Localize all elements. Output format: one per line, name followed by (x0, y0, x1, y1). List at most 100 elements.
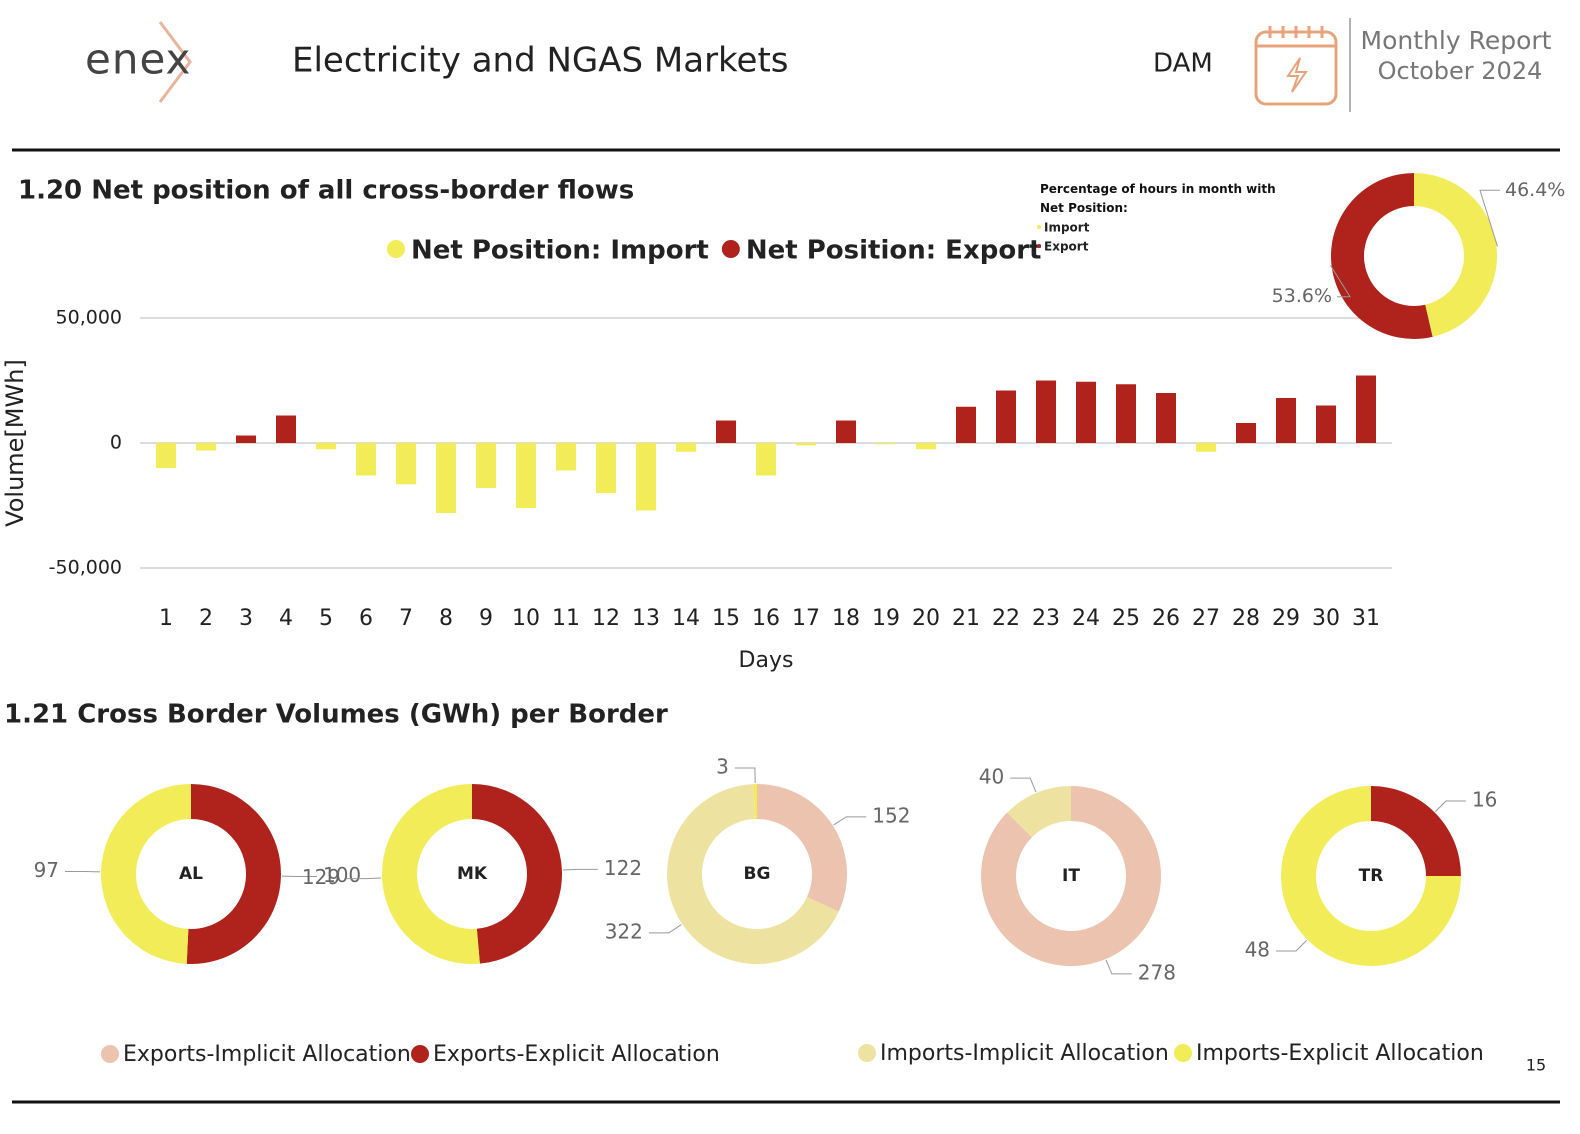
bar (236, 435, 256, 443)
bar (556, 443, 576, 471)
x-tick-label: 16 (752, 606, 780, 631)
bar (1316, 405, 1336, 443)
bar (316, 443, 336, 450)
donut-segment (100, 784, 191, 964)
data-label: 3 (716, 755, 729, 779)
donut-segment (1414, 173, 1497, 337)
donut-segment (753, 784, 757, 820)
y-tick-label: 0 (110, 432, 122, 454)
bar (1356, 375, 1376, 443)
leader-line (833, 816, 867, 826)
leader-line (648, 924, 682, 934)
logo: enex (85, 35, 191, 84)
x-tick-label: 10 (512, 606, 540, 631)
x-tick-label: 25 (1112, 606, 1140, 631)
data-label: 122 (604, 856, 642, 880)
x-axis-title: Days (739, 648, 794, 673)
donut-segment (757, 784, 847, 912)
x-tick-label: 20 (912, 606, 940, 631)
section-title: 1.21 Cross Border Volumes (GWh) per Bord… (4, 700, 668, 730)
donut-label: MK (457, 864, 488, 884)
x-tick-label: 23 (1032, 606, 1060, 631)
bar (716, 420, 736, 443)
x-tick-label: 3 (239, 606, 253, 631)
leader-line (562, 868, 598, 871)
x-tick-label: 15 (712, 606, 740, 631)
data-label: 97 (34, 858, 59, 882)
bar (1116, 384, 1136, 443)
bar (1036, 380, 1056, 443)
legend-marker (858, 1044, 876, 1062)
donut-label: AL (179, 864, 203, 884)
donut-segment (1281, 786, 1461, 966)
y-axis-title: Volume[MWh] (1, 359, 29, 527)
bar (956, 406, 976, 443)
bar (1276, 398, 1296, 443)
legend-marker (1037, 225, 1041, 229)
x-tick-label: 8 (439, 606, 453, 631)
bar (396, 443, 416, 485)
legend-label: Net Position: Export (746, 236, 1042, 266)
page-title: Electricity and NGAS Markets (292, 41, 789, 81)
donut-label: IT (1062, 866, 1080, 886)
leader-line (1105, 959, 1132, 975)
x-tick-label: 1 (159, 606, 173, 631)
x-tick-label: 30 (1312, 606, 1340, 631)
data-label: 100 (323, 863, 361, 887)
x-tick-label: 5 (319, 606, 333, 631)
x-tick-label: 7 (399, 606, 413, 631)
bar (436, 443, 456, 513)
x-tick-label: 27 (1192, 606, 1220, 631)
x-tick-label: 24 (1072, 606, 1100, 631)
legend-label: Import (1044, 221, 1090, 235)
leader-line (734, 767, 756, 784)
data-label: 48 (1245, 937, 1270, 961)
bar (836, 420, 856, 443)
legend-marker (387, 240, 405, 258)
donut-segment (186, 784, 281, 964)
legend-label: Imports-Explicit Allocation (1196, 1041, 1484, 1066)
leader-line (1330, 265, 1351, 298)
bar (476, 443, 496, 488)
x-tick-label: 19 (872, 606, 900, 631)
logo-chevron (158, 21, 192, 103)
donut-label: BG (744, 864, 771, 884)
data-label: 152 (872, 803, 910, 827)
donut-segment (472, 784, 562, 964)
x-tick-label: 18 (832, 606, 860, 631)
legend-marker (411, 1045, 429, 1063)
x-tick-label: 29 (1272, 606, 1300, 631)
data-label: 322 (605, 919, 643, 943)
report-period: October 2024 (1378, 57, 1543, 85)
bar (356, 443, 376, 476)
x-tick-label: 21 (952, 606, 980, 631)
bar (796, 443, 816, 446)
data-label: 46.4% (1505, 179, 1565, 201)
bar (156, 443, 176, 468)
x-tick-label: 31 (1352, 606, 1380, 631)
data-label: 53.6% (1272, 285, 1332, 307)
bar (276, 415, 296, 443)
bar (1076, 381, 1096, 443)
donut-segment (1331, 173, 1433, 339)
y-tick-label: 50,000 (56, 307, 122, 329)
donut-segment (1007, 786, 1071, 838)
leader-line (1479, 189, 1500, 247)
legend-marker (721, 240, 740, 258)
x-tick-label: 22 (992, 606, 1020, 631)
bar (756, 443, 776, 476)
bar (196, 443, 216, 451)
legend-marker (1174, 1044, 1192, 1062)
bar (996, 390, 1016, 443)
x-tick-label: 14 (672, 606, 700, 631)
bar (1196, 443, 1216, 452)
legend-label: Exports-Explicit Allocation (433, 1042, 720, 1067)
bar (596, 443, 616, 493)
bar (516, 443, 536, 508)
report-label: Monthly Report (1361, 26, 1552, 55)
bar (676, 443, 696, 452)
donut-label: TR (1359, 866, 1384, 886)
inset-title: Percentage of hours in month with Net Po… (1040, 182, 1276, 215)
bar (636, 443, 656, 511)
